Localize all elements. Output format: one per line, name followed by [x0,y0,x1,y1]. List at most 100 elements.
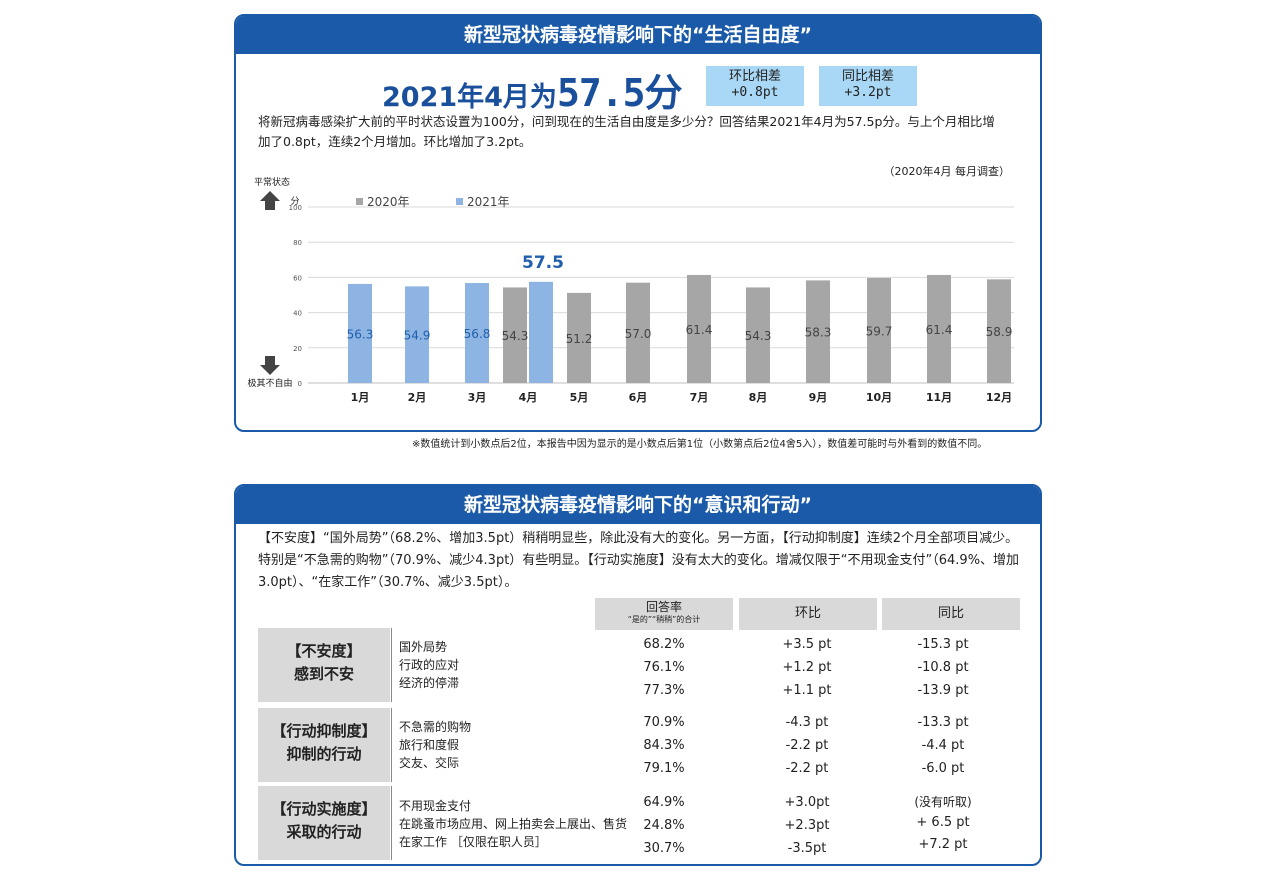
axis-top-label: 平常状态 [254,176,290,188]
rate-value: 24.8% [643,818,685,833]
badge-label: 同比相差 [841,69,894,84]
x-tick-label: 12月 [986,391,1012,404]
awareness-action-panel: 新型冠状病毒疫情影响下的“意识和行动” 【不安度】“国外局势”（68.2%、增加… [234,484,1042,866]
bar-2020 [987,279,1011,383]
rate-value: 30.7% [643,841,685,856]
col-header-mom: 环比 [739,598,877,630]
legend-swatch [356,198,363,205]
yoy-value: -10.8 pt [917,660,969,675]
group-anxiety: 【不安度】 感到不安 [258,628,390,702]
data-label-2020: 51.2 [566,332,593,346]
x-tick-label: 11月 [926,391,952,404]
group-subname: 感到不安 [293,665,354,683]
bar-2020 [687,274,711,383]
yoy-value: + 6.5 pt [916,815,970,830]
yoy-value: -15.3 pt [917,637,969,652]
summary-text: 【不安度】“国外局势”（68.2%、增加3.5pt）稍稍明显些，除此没有大的变化… [258,531,1020,590]
legend-label: 2020年 [367,195,410,209]
mom-diff-badge: 环比相差 +0.8pt [706,66,804,106]
group-name: 【行动抑制度】 [271,722,377,740]
panel-title: 新型冠状病毒疫情影响下的“意识和行动” [236,486,1040,524]
badge-label: 环比相差 [728,69,781,84]
x-tick-label: 7月 [690,391,709,404]
bar-2021 [348,283,372,383]
item-label: 经济的停滞 [399,676,460,690]
mom-value: -4.3 pt [785,715,829,730]
rate-value: 68.2% [643,637,685,652]
item-label: 不用现金支付 [399,799,472,813]
mom-value: -2.2 pt [785,761,829,776]
mom-value: +1.2 pt [782,660,832,675]
unit-label: 分 [290,196,299,207]
summary-text: 将新冠病毒感染扩大前的平时状态设置为100分，问到现在的生活自由度是多少分？回答… [258,114,995,149]
bar-2020 [806,280,830,383]
monthly-freedom-bar-chart: 平常状态 极其不自由 分 100 80 60 40 20 0 1月 2月 3月 4月 5月 6月 7月… [247,176,1014,404]
x-tick-label: 8月 [749,391,768,404]
col-header-rate-label: 回答率 [645,600,682,614]
yoy-value: (没有听取) [914,795,972,809]
divider [391,786,392,860]
rate-value: 84.3% [643,738,685,753]
mom-value: +3.5 pt [782,637,832,652]
divider [391,628,392,702]
highlight-value-label: 57.5 [522,253,564,273]
data-label-2021: 54.9 [404,329,431,343]
data-label-2020: 61.4 [926,323,953,337]
headline-date: 2021年4月为 [382,82,557,113]
x-tick-label: 9月 [809,391,828,404]
data-label-2020: 58.9 [986,325,1013,339]
yoy-value: -4.4 pt [921,738,965,753]
group-name: 【行动实施度】 [271,800,377,818]
legend-label: 2021年 [467,195,510,209]
bar-2020 [927,274,951,383]
life-freedom-panel: 新型冠状病毒疫情影响下的“生活自由度” 2021年4月为57.5分 环比相差 +… [234,14,1042,432]
rate-value: 64.9% [643,795,685,810]
survey-note: （2020年4月 每月调查） [883,165,1011,178]
yoy-value: -13.3 pt [917,715,969,730]
item-label: 在跳蚤市场应用、网上拍卖会上展出、售货 [399,817,628,831]
group-subname: 抑制的行动 [286,745,362,763]
mom-value: +3.0pt [784,795,830,810]
arrow-down-icon [260,356,280,375]
data-label-2020: 54.3 [502,329,529,343]
item-label: 交友、交际 [399,756,460,770]
item-label: 在家工作 ［仅限在职人员］ [399,835,547,849]
item-label: 旅行和度假 [399,738,460,752]
mom-value: +2.3pt [784,818,830,833]
divider [391,708,392,782]
yoy-value: +7.2 pt [918,837,968,852]
axis-bottom-label: 极其不自由 [247,377,292,389]
data-label-2021: 56.3 [347,327,374,341]
arrow-up-icon [260,191,280,210]
col-header-rate: 回答率 “是的”“稍稍”的合计 [595,598,733,630]
badge-value: +0.8pt [731,85,779,100]
legend-swatch [456,198,463,205]
panel-title: 新型冠状病毒疫情影响下的“生活自由度” [236,16,1040,54]
mom-value: -3.5pt [787,841,827,856]
y-tick-label: 0 [298,380,302,388]
rate-value: 76.1% [643,660,685,675]
col-header-yoy: 同比 [882,598,1020,630]
x-tick-label: 4月 [519,391,538,404]
rate-value: 70.9% [643,715,685,730]
yoy-value: -13.9 pt [917,683,969,698]
headline: 2021年4月为57.5分 [382,62,682,115]
x-tick-label: 3月 [468,391,487,404]
bar-2020 [503,287,527,383]
y-tick-label: 20 [293,345,302,353]
col-header-rate-sub: “是的”“稍稍”的合计 [627,615,701,624]
data-label-2020: 54.3 [745,329,772,343]
x-tick-label: 2月 [408,391,427,404]
y-tick-label: 60 [293,274,302,282]
group-action: 【行动实施度】 采取的行动 [258,786,390,860]
mom-value: -2.2 pt [785,738,829,753]
data-label-2021: 56.8 [464,327,491,341]
data-label-2020: 57.0 [625,327,652,341]
y-tick-label: 100 [289,204,302,212]
x-tick-label: 10月 [866,391,892,404]
bar-2021 [405,286,429,383]
data-label-2020: 58.3 [805,326,832,340]
y-tick-label: 40 [293,310,302,318]
x-tick-label: 6月 [629,391,648,404]
item-label: 不急需的购物 [399,720,472,734]
